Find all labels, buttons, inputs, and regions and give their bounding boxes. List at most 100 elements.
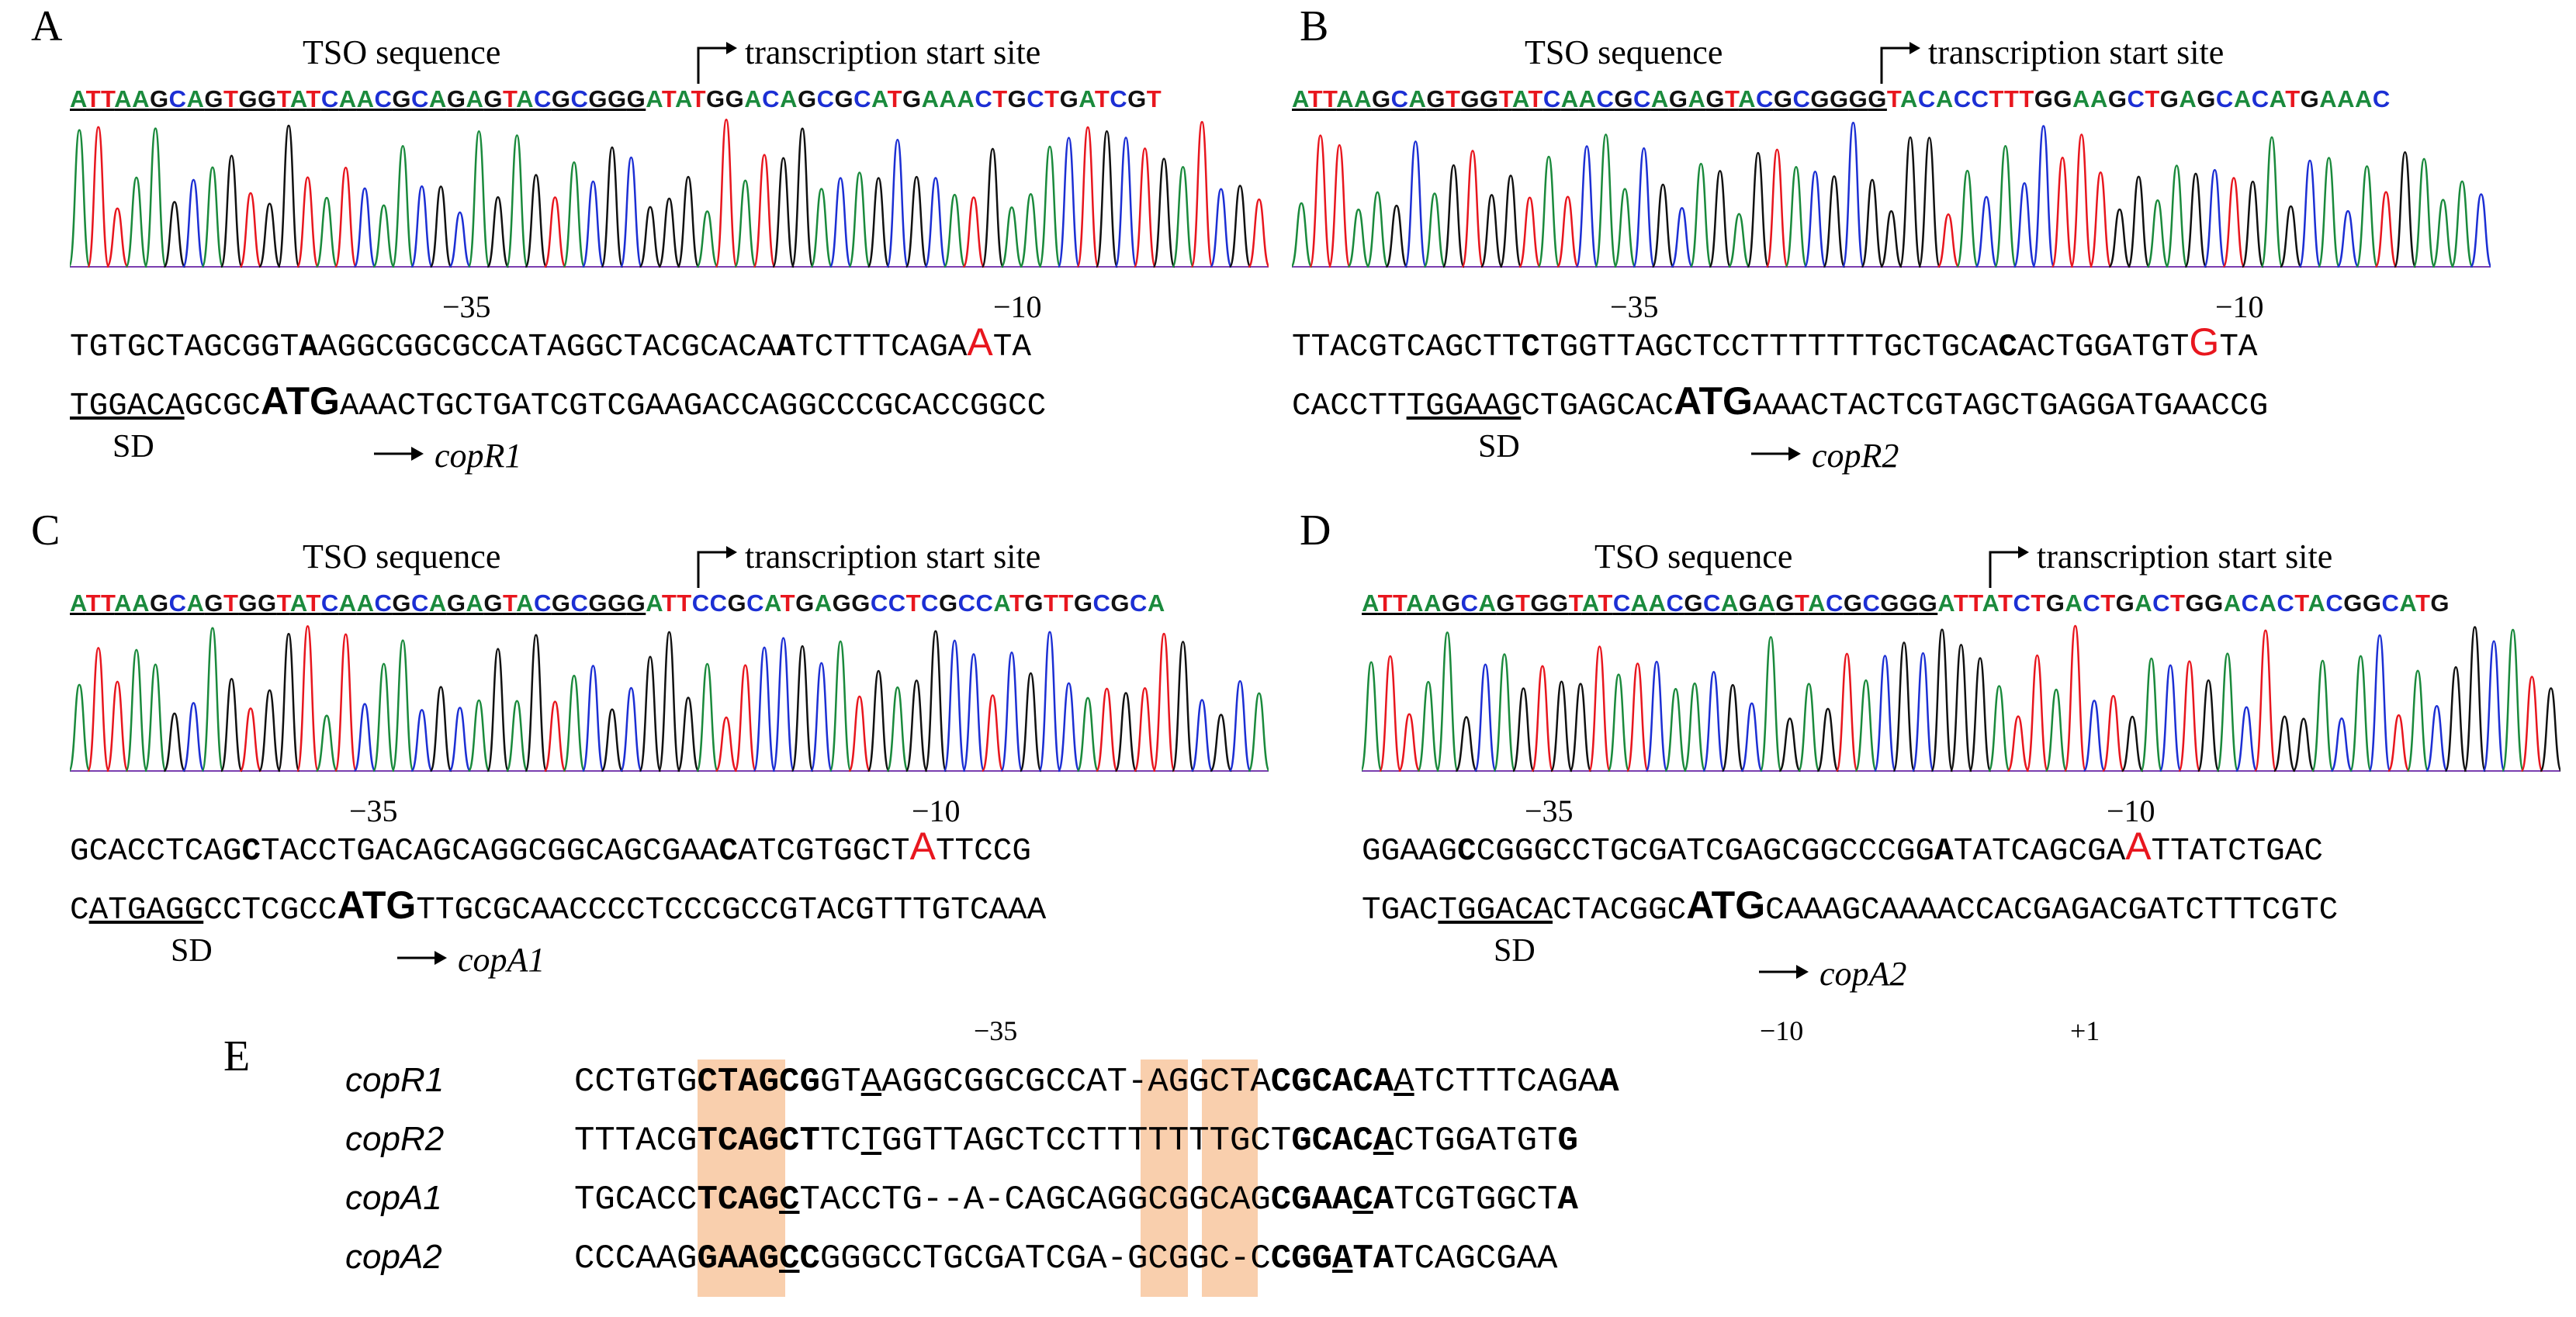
seq-segment: GGAAG	[1362, 834, 1458, 869]
trace-peak-G	[2197, 679, 2221, 773]
trace-peak-G	[1019, 672, 1043, 773]
trace-peak-C	[1645, 660, 1668, 773]
trace-peak-A	[2216, 652, 2239, 773]
trace-peak-G	[2121, 715, 2144, 773]
trace-peak-G	[924, 630, 947, 773]
seq-segment: C	[241, 834, 261, 869]
panel-c: C TSO sequence transcription start site ATT…	[0, 504, 1272, 1008]
trace-peak-A	[70, 683, 91, 773]
seq-segment: TTGCGCAACCCCTCCCGCCGTACGTTTGTCAAA	[416, 893, 1047, 928]
trace-peak-T	[733, 664, 757, 773]
seq-segment: CTGAGCAC	[1521, 389, 1674, 424]
seq-segment: TA	[992, 330, 1031, 365]
seq-segment: TC	[697, 1180, 739, 1219]
plus1-marker: +1	[2070, 1015, 2100, 1046]
chromatogram-trace	[70, 119, 1269, 268]
trace-peak-G	[1455, 716, 1478, 773]
trace-peak-C	[943, 639, 967, 773]
trace-peak-G	[1816, 707, 1840, 773]
trace-peak-C	[2336, 209, 2360, 268]
trace-peak-A	[1664, 688, 1688, 773]
trace-peak-C	[771, 637, 795, 773]
trace-peak-C	[1702, 671, 1726, 773]
trace-peak-G	[1511, 687, 1536, 773]
trace-peak-A	[391, 144, 414, 268]
seq-segment: TCTTTCAGA	[795, 330, 968, 365]
seq-segment: AGGCGGCGCCATAGGCTACGCACA	[317, 330, 777, 365]
trace-peak-C	[1873, 655, 1897, 773]
gene-name: copR2	[1812, 437, 1899, 475]
seq-segment: GA	[697, 1239, 739, 1278]
minus35-marker: −35	[442, 289, 491, 324]
trace-peak-G	[1152, 157, 1175, 268]
seq-segment: AG	[738, 1239, 780, 1278]
trace-peak-G	[2241, 180, 2265, 268]
trace-peak-A	[2406, 669, 2429, 773]
sd-label: SD	[113, 429, 154, 465]
seq-segment: TGTGCTAGCGGT	[70, 330, 299, 365]
trace-peak-A	[467, 699, 490, 773]
trace-peak-G	[791, 127, 814, 268]
seq-segment: CG	[1270, 1063, 1312, 1101]
trace-peak-A	[886, 686, 909, 773]
trace-peak-G	[1651, 183, 1674, 268]
trace-peak-A	[1854, 679, 1878, 773]
seq-segment: GGGCCTGCGATCGA-GCGGC-C	[819, 1239, 1271, 1278]
panel-label: C	[31, 506, 61, 555]
trace-peak-G	[1968, 657, 1992, 773]
trace-peak-A	[1689, 162, 1712, 268]
coding-sequence: CACCTTTGGAAGCTGAGCACATGAAACTACTCGTAGCTGA…	[1292, 379, 2502, 424]
trace-peak-A	[1248, 692, 1269, 773]
seq-segment: TTACGTCAGCTT	[1292, 330, 1522, 365]
underlined-motif: TGGAAG	[1406, 389, 1522, 424]
trace-peak-T	[87, 647, 110, 773]
seq-segment: GCGC	[184, 389, 261, 424]
seq-segment: TC	[819, 1122, 861, 1160]
seq-segment: CA	[1352, 1063, 1394, 1101]
trace-peak-G	[2393, 151, 2417, 268]
highlight-box	[697, 1059, 786, 1297]
trace-peak-A	[144, 127, 168, 268]
seq-segment: TACCTGACAGCAGGCGGCAGCGAA	[261, 834, 719, 869]
sd-label: SD	[171, 933, 213, 969]
tso-label: TSO sequence	[303, 33, 501, 71]
trace-peak-G	[258, 202, 282, 268]
minus10-marker: −10	[2215, 289, 2264, 324]
trace-peak-A	[505, 700, 529, 773]
panel-label: B	[1300, 2, 1329, 50]
transcript-read: ATTATCTGACTGACTGGACACTACGGCATG	[1937, 589, 2450, 617]
trace-peak-A	[1019, 193, 1043, 268]
trace-peak-C	[962, 653, 985, 773]
trace-peak-C	[809, 662, 833, 773]
seq-segment: CGGGCCTGCGATCGAGCGGCCCGG	[1476, 834, 1935, 869]
trace-peak-G	[1114, 692, 1137, 773]
trace-peak-C	[1671, 206, 1694, 268]
panel-e: E −35 −10 +1 copR1 CCTGTGCTAGCGGTAAGGCGGC…	[0, 1008, 2576, 1317]
seq-segment: TGGTTAGCTCCTTTTTTTGCTGCA	[1539, 330, 1999, 365]
seq-segment: A	[776, 330, 795, 365]
trace-peak-T	[2025, 654, 2049, 773]
seq-segment: C	[718, 834, 739, 869]
seq-segment: GCACCTCAG	[70, 834, 242, 869]
trace-peak-T	[106, 207, 130, 268]
trace-peak-T	[1095, 687, 1119, 773]
start-codon: ATG	[1686, 883, 1766, 927]
trace-peak-G	[905, 679, 929, 773]
trace-peak-G	[1385, 204, 1408, 268]
tso-read: ATTAAGCAGTGGTATCAACGCAGAGTACGCGGG	[70, 85, 646, 112]
trace-peak-A	[1292, 202, 1313, 268]
gene-name: copA1	[345, 1179, 442, 1217]
trace-peak-G	[1892, 641, 1916, 773]
seq-segment: CG	[1270, 1180, 1312, 1219]
trace-peak-T	[1937, 213, 1960, 268]
tss-arrow-icon	[697, 42, 737, 84]
highlight-box	[1202, 1059, 1258, 1297]
trace-peak-A	[1362, 661, 1383, 773]
trace-peak-T	[239, 192, 262, 268]
tss-base: A	[909, 824, 936, 868]
trace-peak-C	[2368, 634, 2391, 773]
sd-label: SD	[1494, 933, 1536, 969]
trace-peak-A	[2165, 164, 2189, 268]
seq-segment: TCGTGGCT	[1394, 1180, 1558, 1219]
trace-peak-G	[2184, 172, 2207, 268]
